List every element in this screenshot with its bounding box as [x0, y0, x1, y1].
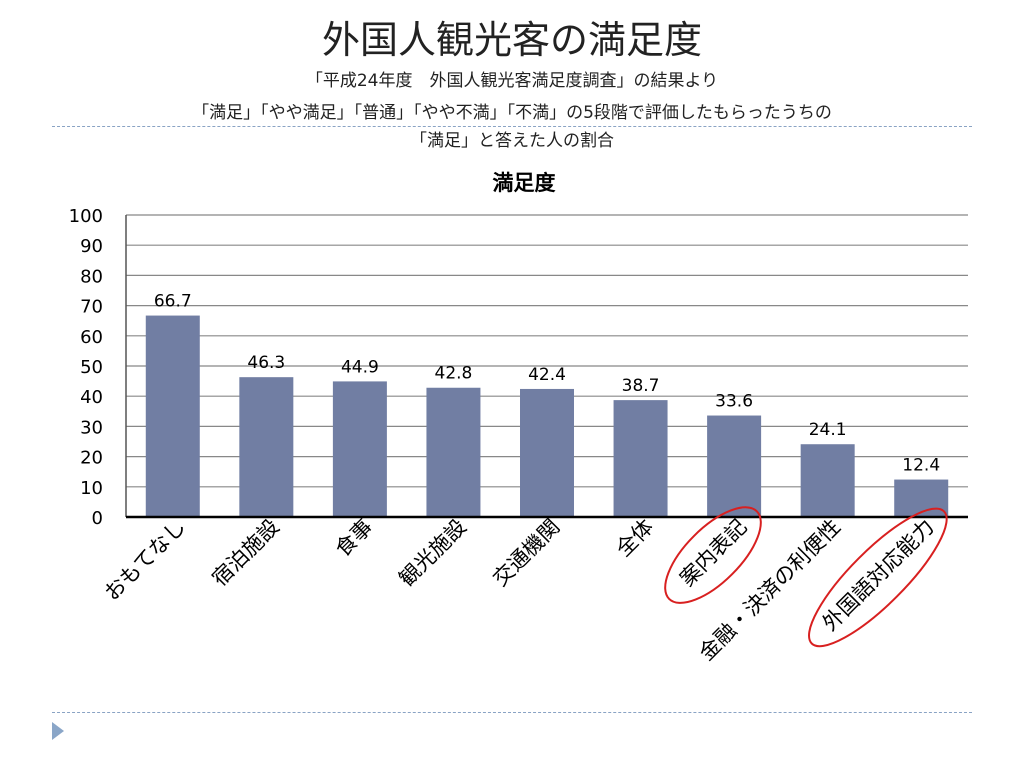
subtitle-method: 「満足」「やや満足」「普通」「やや不満」「不満」の5段階で評価したもらったうちの — [192, 103, 832, 123]
bar — [613, 400, 668, 517]
highlight-ellipses — [664, 506, 948, 648]
y-tick-label: 80 — [80, 266, 103, 287]
x-tick-label: 宿泊施設 — [208, 515, 284, 591]
data-label: 42.8 — [435, 364, 473, 384]
y-tick-label: 100 — [69, 206, 103, 227]
slide-title: 外国人観光客の満足度 — [321, 18, 702, 62]
data-label: 12.4 — [902, 456, 940, 476]
x-tick-label: 観光施設 — [395, 515, 471, 591]
x-tick-label: おもてなし — [100, 515, 191, 606]
x-tick-label: 交通機関 — [488, 515, 564, 591]
data-label: 44.9 — [341, 357, 379, 377]
subtitle-source: 「平成24年度 外国人観光客満足度調査」の結果より — [305, 71, 719, 91]
y-tick-label: 40 — [80, 387, 103, 408]
data-label: 24.1 — [809, 420, 847, 440]
bar — [332, 381, 387, 517]
data-label: 46.3 — [247, 353, 285, 373]
y-tick-label: 10 — [80, 478, 103, 499]
y-tick-label: 0 — [92, 508, 103, 529]
data-label: 33.6 — [715, 392, 753, 412]
highlight-ellipse — [808, 507, 948, 648]
bar — [520, 388, 574, 517]
header-divider — [52, 126, 972, 127]
bar — [894, 479, 949, 517]
next-slide-arrow-icon[interactable] — [52, 722, 64, 740]
x-tick-label: 食事 — [331, 515, 378, 562]
x-axis-labels: おもてなし 宿泊施設 食事 観光施設 交通機関 全体 案内表記金融・決済の利便性外国語対応能… — [100, 515, 939, 666]
x-tick-label: 案内表記 — [675, 515, 751, 591]
data-label: 66.7 — [154, 292, 192, 312]
data-labels: 66.7 46.3 44.9 42.8 42.4 38.7 33.6 24.1 12.4 — [154, 292, 940, 476]
data-label: 42.4 — [528, 365, 566, 385]
x-tick-label: 全体 — [611, 515, 658, 562]
footer-divider — [52, 712, 972, 713]
highlight-ellipse — [664, 506, 762, 604]
bar — [145, 315, 200, 517]
y-tick-label: 90 — [80, 236, 103, 257]
y-tick-label: 60 — [80, 327, 103, 348]
bars — [126, 315, 968, 519]
bar — [707, 415, 762, 517]
bar — [239, 377, 294, 517]
chart-title: 満足度 — [493, 171, 556, 195]
y-tick-label: 70 — [80, 297, 103, 318]
subtitle-measure: 「満足」と答えた人の割合 — [410, 131, 614, 151]
data-label: 38.7 — [622, 376, 660, 396]
y-tick-label: 30 — [80, 417, 103, 438]
y-axis-ticks: 0 10 20 30 40 50 60 70 80 90 100 — [69, 206, 103, 529]
y-tick-label: 50 — [80, 357, 103, 378]
bar — [426, 387, 481, 517]
y-tick-label: 20 — [80, 448, 103, 469]
bar — [800, 444, 855, 517]
